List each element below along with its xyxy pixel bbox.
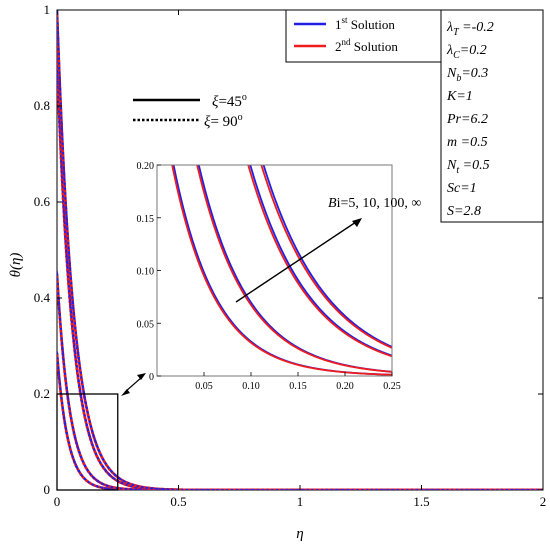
x-tick-label: 0.5 [170, 494, 186, 509]
x-axis-label: η [296, 526, 303, 542]
parameter-4: Pr=6.2 [446, 112, 488, 127]
y-tick-label: 0.6 [34, 194, 51, 209]
bi-annotation: Bi=5, 10, 100, ∞ [328, 196, 421, 211]
y-tick-label: 0.8 [34, 98, 50, 113]
zoom-box [56, 393, 119, 491]
zoom-arrow [121, 373, 146, 396]
parameter-0: λT =-0.2 [446, 20, 494, 38]
inset-curve-Bi100-2nd [247, 165, 392, 358]
inset-x-tick-label: 0.15 [289, 381, 307, 392]
parameter-7: Sc=1 [447, 181, 477, 196]
curve-Bi100-2nd-xi90 [57, 62, 543, 490]
inset-curve-Bi-1st [262, 165, 392, 348]
inset-y-tick-label: 0.15 [137, 214, 155, 225]
xi-legend-dotted-label: ξ= 90o [204, 112, 243, 130]
solution-legend: 1st Solution 2nd Solution [285, 9, 442, 63]
x-tick-label: 1.5 [413, 494, 429, 509]
curve-Bi-1st-xi90 [57, 10, 543, 490]
x-tick-label: 2 [540, 494, 547, 509]
x-tick-label: 1 [297, 494, 304, 509]
inset-curve-Bi5-2nd [171, 165, 392, 376]
curve-Bi10-1st-xi45 [57, 270, 543, 490]
inset-y-tick-label: 0.10 [137, 267, 155, 278]
inset-x-tick-label: 0.10 [242, 381, 260, 392]
inset-curve-Bi-2nd [260, 165, 392, 349]
inset-x-tick-label: 0.20 [336, 381, 354, 392]
parameter-8: S=2.8 [447, 204, 481, 219]
bi-arrow [235, 218, 362, 303]
inset-y-tick-label: 0.20 [137, 161, 155, 172]
x-tick-label: 0 [54, 494, 61, 509]
inset-x-tick-label: 0.05 [195, 381, 213, 392]
y-tick-label: 0.2 [34, 386, 50, 401]
inset-y-tick-label: 0.05 [137, 319, 155, 330]
legend-first-solution: 1st Solution [335, 15, 395, 32]
inset-curve-Bi10-2nd [196, 165, 392, 373]
legend-second-solution: 2nd Solution [335, 37, 398, 54]
inset-curve-Bi100-1st [249, 165, 392, 357]
inset-y-tick-label: 0 [149, 372, 154, 383]
parameter-box: λT =-0.2 λC=0.2 Nb=0.3 K=1 Pr=6.2 m =0.5 Nt =0… [440, 9, 544, 223]
parameter-3: K=1 [446, 89, 473, 104]
inset-x-tick-label: 0.25 [383, 381, 401, 392]
parameter-5: m =0.5 [447, 135, 488, 150]
xi-legend-solid-label: ξ=45o [212, 92, 247, 110]
parameter-1: λC=0.2 [446, 43, 487, 61]
parameter-2: Nb=0.3 [446, 66, 488, 84]
xi-legend: ξ=45o ξ= 90o [133, 92, 247, 130]
y-tick-label: 1 [44, 2, 51, 17]
y-tick-label: 0.4 [34, 290, 51, 305]
y-tick-label: 0 [44, 482, 51, 497]
y-axis-label: θ(η) [8, 253, 24, 278]
parameter-6: Nt =0.5 [446, 158, 490, 176]
